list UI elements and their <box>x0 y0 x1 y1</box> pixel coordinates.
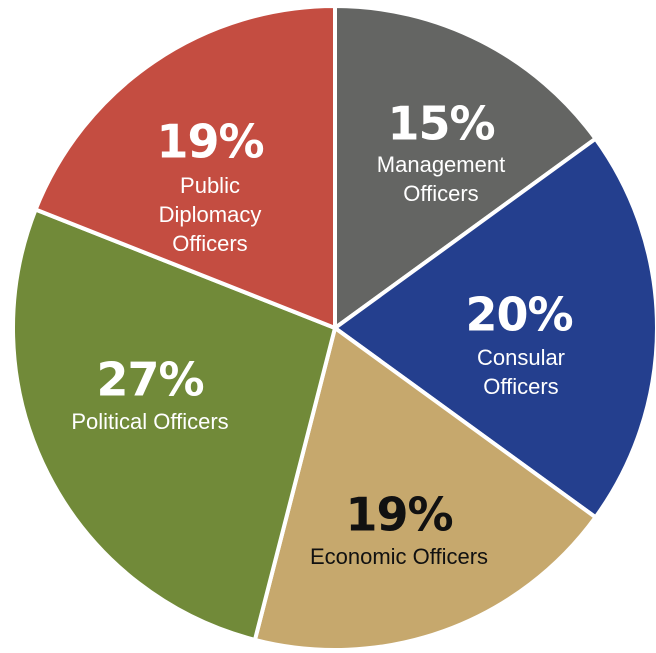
slice-category-label: Consular <box>477 345 565 370</box>
pie-slice <box>333 4 598 330</box>
pie-slice <box>33 4 337 330</box>
slice-category-label: Economic Officers <box>310 544 488 569</box>
slice-category-label: Officers <box>483 374 558 399</box>
slice-category-label: Management <box>377 152 505 177</box>
slice-category-label: Officers <box>403 181 478 206</box>
slice-percent-label: 27% <box>96 353 203 407</box>
slice-category-label: Political Officers <box>71 409 228 434</box>
pie-slice <box>252 326 598 652</box>
slice-percent-label: 19% <box>345 488 452 542</box>
slice-percent-label: 20% <box>465 288 572 342</box>
pie-slices <box>11 4 656 652</box>
slice-percent-label: 15% <box>387 97 494 151</box>
slice-category-label: Diplomacy <box>159 202 262 227</box>
pie-labels: 15%Management Officers 20% Consular Officers… <box>71 97 573 569</box>
slice-category-label: Officers <box>172 231 247 256</box>
slice-percent-label: 19% <box>156 115 263 169</box>
pie-slice <box>333 136 656 520</box>
slice-category-label: Public <box>180 173 240 198</box>
pie-slice <box>11 207 337 642</box>
